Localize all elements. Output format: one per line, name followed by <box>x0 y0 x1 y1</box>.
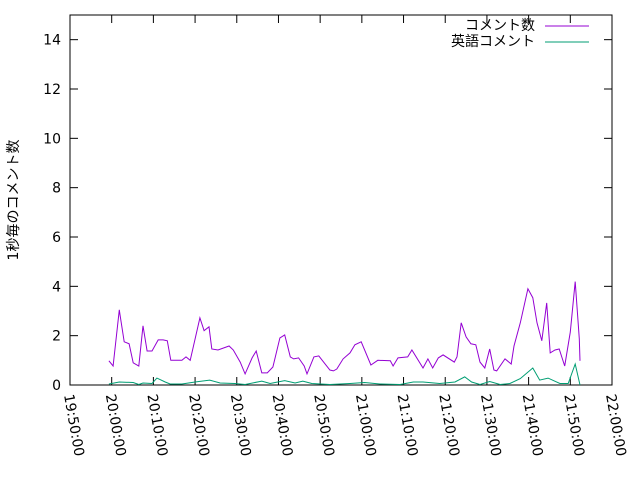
y-tick-label: 10 <box>43 131 61 147</box>
x-tick-label: 21:00:00 <box>352 393 379 458</box>
x-tick-label: 21:30:00 <box>477 393 504 458</box>
series-line-1 <box>108 362 581 386</box>
y-tick-label: 2 <box>52 329 61 345</box>
y-tick-label: 12 <box>43 82 61 98</box>
series-line-0 <box>108 281 581 376</box>
y-tick-label: 14 <box>43 33 61 49</box>
x-tick-label: 19:50:00 <box>60 393 87 458</box>
y-tick-label: 0 <box>52 378 61 394</box>
y-tick-labels: 0 2 4 6 8 10 12 14 <box>43 33 61 394</box>
x-tick-label: 20:50:00 <box>310 393 337 458</box>
x-tick-label: 21:20:00 <box>435 393 462 458</box>
legend-label-0: コメント数 <box>465 18 535 34</box>
x-tick-label: 22:00:00 <box>602 393 629 458</box>
series-lines <box>108 281 581 386</box>
x-tick-labels: 19:50:00 20:00:00 20:10:00 20:20:00 20:30:00… <box>60 393 629 458</box>
legend-label-1: 英語コメント <box>451 33 535 50</box>
x-tick-label: 21:10:00 <box>394 393 421 458</box>
y-axis-label: 1秒毎のコメント数 <box>6 140 22 261</box>
plot-border <box>69 14 613 386</box>
x-tick-label: 20:10:00 <box>143 393 170 458</box>
x-tick-label: 20:30:00 <box>227 393 254 458</box>
y-tick-label: 8 <box>52 181 61 197</box>
x-tick-label: 20:00:00 <box>102 393 129 458</box>
legend: コメント数 英語コメント <box>451 18 589 50</box>
y-tick-label: 6 <box>52 230 61 246</box>
x-tick-label: 20:20:00 <box>185 393 212 458</box>
y-tick-label: 4 <box>52 279 61 295</box>
x-tick-label: 20:40:00 <box>269 393 296 458</box>
x-tick-label: 21:40:00 <box>519 393 546 458</box>
axes <box>69 14 613 386</box>
x-tick-label: 21:50:00 <box>560 393 587 458</box>
